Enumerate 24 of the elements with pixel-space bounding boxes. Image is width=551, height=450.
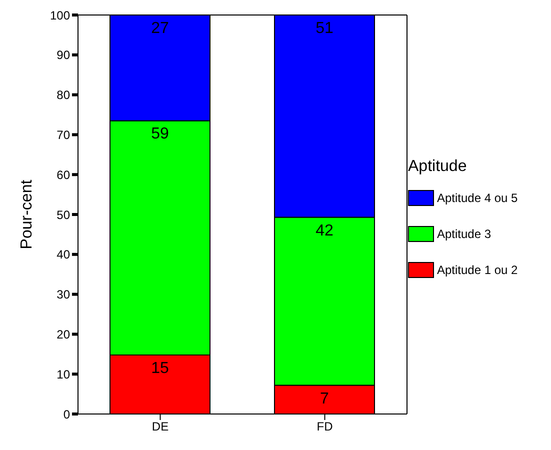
- y-tick-label: 90: [56, 48, 70, 62]
- x-tick-label: DE: [152, 420, 169, 434]
- legend-title: Aptitude: [408, 158, 468, 176]
- y-tick-label: 80: [56, 88, 70, 102]
- data-label: 51: [316, 20, 334, 37]
- data-label: 7: [320, 390, 330, 408]
- y-tick-label: 30: [56, 288, 70, 302]
- x-tick-label: FD: [316, 420, 334, 434]
- y-tick-label: 70: [56, 128, 70, 142]
- y-tick-label: 100: [50, 8, 70, 22]
- legend-label: Aptitude 1 ou 2: [437, 263, 518, 277]
- y-tick-label: 50: [56, 208, 70, 222]
- y-tick-label: 10: [56, 367, 70, 382]
- y-axis-title: Pour-cent: [18, 179, 36, 250]
- y-tick-label: 0: [63, 407, 70, 422]
- data-label: 42: [316, 222, 334, 240]
- data-label: 15: [151, 360, 169, 377]
- data-label: 59: [151, 126, 169, 143]
- y-tick-label: 20: [56, 327, 70, 342]
- data-label: 27: [151, 20, 169, 37]
- y-tick-label: 40: [56, 248, 70, 262]
- y-tick-label: 60: [56, 168, 70, 182]
- legend-label: Aptitude 3: [437, 227, 492, 241]
- legend-label: Aptitude 4 ou 5: [437, 191, 518, 205]
